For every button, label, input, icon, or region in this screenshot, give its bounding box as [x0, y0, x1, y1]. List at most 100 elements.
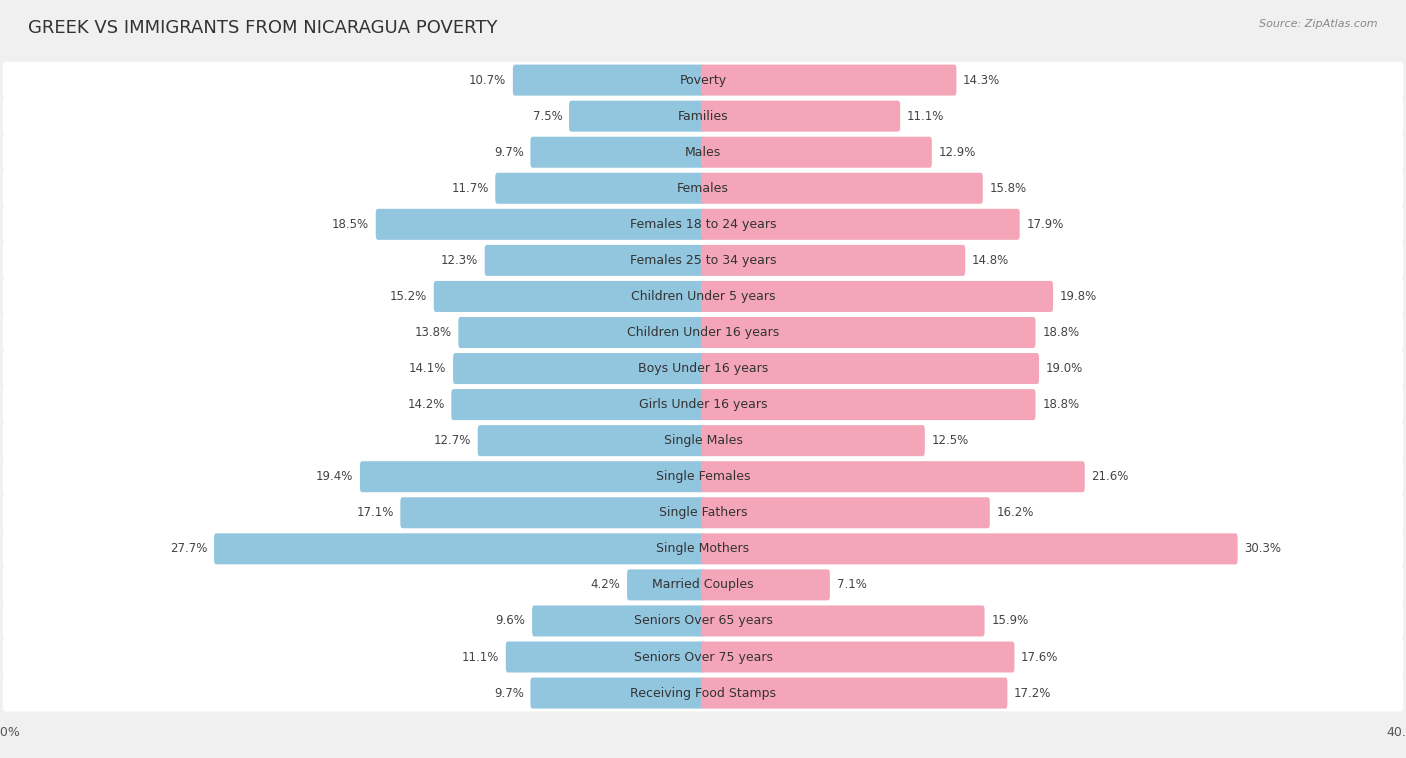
- Text: 18.8%: 18.8%: [1042, 326, 1080, 339]
- Text: Married Couples: Married Couples: [652, 578, 754, 591]
- Text: Females 25 to 34 years: Females 25 to 34 years: [630, 254, 776, 267]
- Text: Females: Females: [678, 182, 728, 195]
- Text: 10.7%: 10.7%: [470, 74, 506, 86]
- FancyBboxPatch shape: [495, 173, 706, 204]
- FancyBboxPatch shape: [700, 641, 1015, 672]
- FancyBboxPatch shape: [700, 534, 1237, 565]
- Text: 11.1%: 11.1%: [907, 110, 945, 123]
- FancyBboxPatch shape: [700, 461, 1085, 492]
- Text: GREEK VS IMMIGRANTS FROM NICARAGUA POVERTY: GREEK VS IMMIGRANTS FROM NICARAGUA POVER…: [28, 19, 498, 37]
- FancyBboxPatch shape: [627, 569, 706, 600]
- Text: 7.1%: 7.1%: [837, 578, 866, 591]
- Text: Single Males: Single Males: [664, 434, 742, 447]
- FancyBboxPatch shape: [700, 64, 956, 96]
- Text: 18.8%: 18.8%: [1042, 398, 1080, 411]
- FancyBboxPatch shape: [375, 208, 704, 240]
- FancyBboxPatch shape: [3, 170, 1403, 207]
- FancyBboxPatch shape: [3, 603, 1403, 639]
- FancyBboxPatch shape: [3, 422, 1403, 459]
- Text: 19.4%: 19.4%: [316, 470, 353, 483]
- Text: Children Under 16 years: Children Under 16 years: [627, 326, 779, 339]
- Text: 12.7%: 12.7%: [433, 434, 471, 447]
- FancyBboxPatch shape: [700, 208, 1019, 240]
- FancyBboxPatch shape: [453, 353, 706, 384]
- Text: 14.3%: 14.3%: [963, 74, 1000, 86]
- Text: Females 18 to 24 years: Females 18 to 24 years: [630, 218, 776, 231]
- FancyBboxPatch shape: [3, 98, 1403, 135]
- Text: Single Females: Single Females: [655, 470, 751, 483]
- Text: 21.6%: 21.6%: [1091, 470, 1129, 483]
- FancyBboxPatch shape: [3, 206, 1403, 243]
- FancyBboxPatch shape: [700, 678, 1007, 709]
- FancyBboxPatch shape: [513, 64, 706, 96]
- FancyBboxPatch shape: [530, 136, 706, 168]
- FancyBboxPatch shape: [700, 569, 830, 600]
- FancyBboxPatch shape: [506, 641, 706, 672]
- Text: 13.8%: 13.8%: [415, 326, 451, 339]
- FancyBboxPatch shape: [485, 245, 706, 276]
- FancyBboxPatch shape: [700, 245, 966, 276]
- Text: Source: ZipAtlas.com: Source: ZipAtlas.com: [1260, 19, 1378, 29]
- FancyBboxPatch shape: [451, 389, 706, 420]
- Text: 9.6%: 9.6%: [496, 615, 526, 628]
- FancyBboxPatch shape: [478, 425, 706, 456]
- Text: Single Mothers: Single Mothers: [657, 542, 749, 556]
- FancyBboxPatch shape: [3, 242, 1403, 279]
- Text: 9.7%: 9.7%: [494, 146, 524, 158]
- Text: 19.8%: 19.8%: [1060, 290, 1097, 303]
- Text: 7.5%: 7.5%: [533, 110, 562, 123]
- FancyBboxPatch shape: [700, 389, 1035, 420]
- Text: 9.7%: 9.7%: [494, 687, 524, 700]
- FancyBboxPatch shape: [3, 387, 1403, 423]
- FancyBboxPatch shape: [214, 534, 704, 565]
- Text: 12.9%: 12.9%: [939, 146, 976, 158]
- Text: 17.9%: 17.9%: [1026, 218, 1064, 231]
- FancyBboxPatch shape: [700, 353, 1039, 384]
- Text: 12.5%: 12.5%: [932, 434, 969, 447]
- FancyBboxPatch shape: [3, 314, 1403, 351]
- FancyBboxPatch shape: [3, 494, 1403, 531]
- FancyBboxPatch shape: [3, 675, 1403, 712]
- Text: 17.1%: 17.1%: [356, 506, 394, 519]
- Text: Boys Under 16 years: Boys Under 16 years: [638, 362, 768, 375]
- Text: 4.2%: 4.2%: [591, 578, 620, 591]
- FancyBboxPatch shape: [569, 101, 706, 132]
- Text: 15.9%: 15.9%: [991, 615, 1028, 628]
- FancyBboxPatch shape: [700, 317, 1035, 348]
- Text: Seniors Over 75 years: Seniors Over 75 years: [634, 650, 772, 663]
- FancyBboxPatch shape: [3, 350, 1403, 387]
- Text: 30.3%: 30.3%: [1244, 542, 1281, 556]
- Text: Receiving Food Stamps: Receiving Food Stamps: [630, 687, 776, 700]
- FancyBboxPatch shape: [700, 173, 983, 204]
- Text: 16.2%: 16.2%: [997, 506, 1033, 519]
- Text: 11.7%: 11.7%: [451, 182, 489, 195]
- FancyBboxPatch shape: [700, 136, 932, 168]
- FancyBboxPatch shape: [434, 281, 706, 312]
- Text: 17.2%: 17.2%: [1014, 687, 1052, 700]
- Text: Males: Males: [685, 146, 721, 158]
- Text: 11.1%: 11.1%: [461, 650, 499, 663]
- Text: Single Fathers: Single Fathers: [659, 506, 747, 519]
- FancyBboxPatch shape: [360, 461, 704, 492]
- FancyBboxPatch shape: [3, 134, 1403, 171]
- Text: 17.6%: 17.6%: [1021, 650, 1059, 663]
- FancyBboxPatch shape: [700, 281, 1053, 312]
- Text: 14.1%: 14.1%: [409, 362, 447, 375]
- FancyBboxPatch shape: [401, 497, 704, 528]
- Text: 19.0%: 19.0%: [1046, 362, 1083, 375]
- FancyBboxPatch shape: [533, 606, 706, 637]
- FancyBboxPatch shape: [700, 606, 984, 637]
- Text: Poverty: Poverty: [679, 74, 727, 86]
- Text: 15.2%: 15.2%: [389, 290, 427, 303]
- Text: 15.8%: 15.8%: [990, 182, 1026, 195]
- FancyBboxPatch shape: [458, 317, 706, 348]
- FancyBboxPatch shape: [3, 638, 1403, 675]
- Text: 27.7%: 27.7%: [170, 542, 208, 556]
- Text: Children Under 5 years: Children Under 5 years: [631, 290, 775, 303]
- Text: Girls Under 16 years: Girls Under 16 years: [638, 398, 768, 411]
- FancyBboxPatch shape: [530, 678, 706, 709]
- FancyBboxPatch shape: [3, 566, 1403, 603]
- FancyBboxPatch shape: [700, 425, 925, 456]
- Text: 14.8%: 14.8%: [972, 254, 1010, 267]
- FancyBboxPatch shape: [3, 61, 1403, 99]
